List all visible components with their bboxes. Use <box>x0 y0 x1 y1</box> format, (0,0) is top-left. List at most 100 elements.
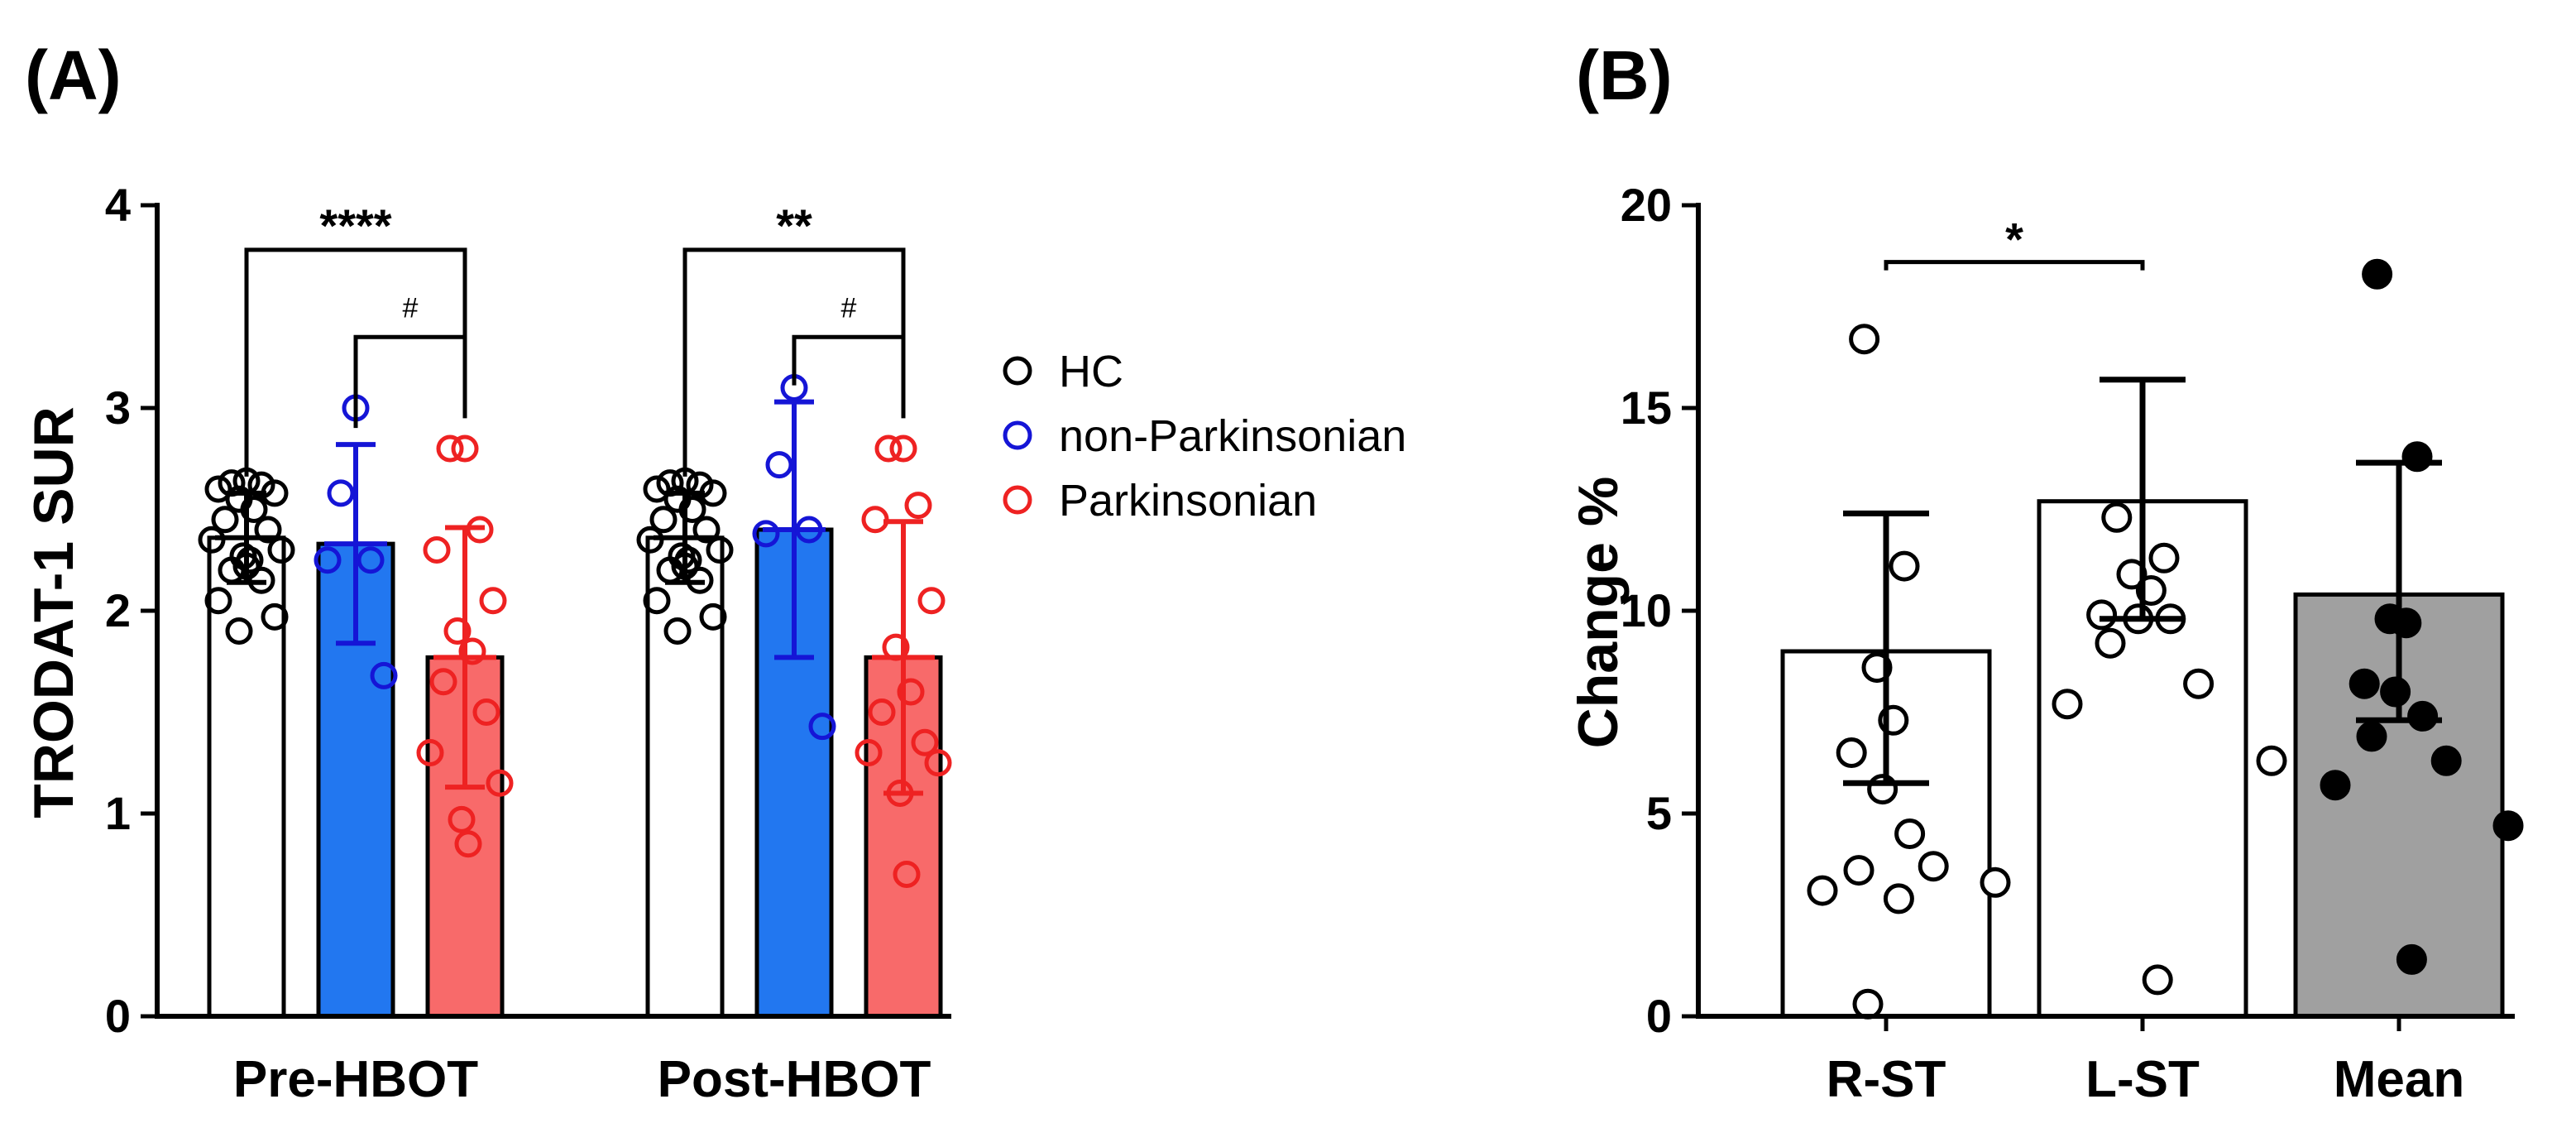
panel-a-data-point <box>486 769 514 797</box>
panel-a-legend-label: non-Parkinsonian <box>1059 411 1406 461</box>
panel-a-y-tick-label: 4 <box>105 179 131 231</box>
panel-a-data-point <box>886 780 914 807</box>
panel-b: (B) Change % 0 5 10 15 20 * R-ST L-ST Mean <box>1567 36 2524 1108</box>
panel-b-y-tick-label: 10 <box>1621 584 1672 636</box>
panel-a-data-point <box>656 469 684 497</box>
panel-b-category-labels: R-ST L-ST Mean <box>1827 1051 2465 1108</box>
panel-a-data-point <box>451 434 479 463</box>
panel-b-y-tick-label: 0 <box>1646 990 1672 1042</box>
panel-a-data-point <box>479 587 507 615</box>
panel-a-data-point <box>911 728 939 756</box>
panel-b-y-tick-label: 20 <box>1621 179 1672 231</box>
panel-b-y-tick-label: 5 <box>1646 787 1672 839</box>
panel-a-data-point <box>204 587 232 615</box>
panel-a-data-point <box>370 661 398 689</box>
panel-a-legend: HC non-Parkinsonian Parkinsonian <box>1003 347 1406 526</box>
panel-a-data-point <box>211 506 239 534</box>
panel-b-significance-bracket <box>1884 260 2145 271</box>
panel-b-data-point <box>2095 627 2126 659</box>
panel-a-data-point <box>686 471 714 499</box>
panel-a-data-point <box>699 602 727 631</box>
panel-b-data-point <box>2256 745 2287 776</box>
panel-a-data-point <box>671 552 699 580</box>
panel-a-significance: **** # ** # <box>244 199 906 477</box>
panel-a-data-point <box>706 536 734 564</box>
panel-a-significance-bracket <box>792 334 906 419</box>
panel-a-data-point <box>636 526 664 554</box>
panel-a-significance-label: # <box>403 292 419 324</box>
panel-a-significance-label: **** <box>319 199 391 252</box>
panel-b-data-point <box>1867 774 1898 805</box>
panel-b-label: (B) <box>1576 36 1673 114</box>
panel-a: (A) TRODAT-1 SUR 0 1 2 3 4 **** # ** # Pre-HBOT… <box>22 36 1406 1108</box>
panel-b-axes <box>1696 203 2515 1031</box>
panel-a-significance-bracket <box>353 334 467 429</box>
panel-a-data-point <box>218 469 246 497</box>
panel-a-data-point <box>416 739 444 766</box>
panel-a-data-point <box>904 492 932 520</box>
panel-a-data-point <box>429 668 457 696</box>
panel-a-y-ticks: 0 1 2 3 4 <box>105 179 157 1042</box>
panel-a-data-point <box>225 617 253 645</box>
panel-a-data-point <box>649 506 678 534</box>
panel-a-data-point <box>861 506 889 534</box>
panel-b-data-point <box>1843 855 1875 886</box>
panel-b-data-point <box>2142 964 2173 996</box>
panel-b-significance: * <box>1884 214 2145 271</box>
panel-a-data-point <box>917 587 946 615</box>
panel-b-data-point <box>2380 676 2411 708</box>
panel-b-data-point <box>1836 737 1867 768</box>
panel-a-data-point <box>874 434 903 463</box>
panel-b-significance-label: * <box>2005 214 2023 266</box>
panel-a-bar <box>207 535 286 1019</box>
panel-a-data-point <box>678 496 706 523</box>
panel-a-data-point <box>254 516 282 544</box>
panel-b-data-point <box>2148 542 2180 574</box>
panel-b-y-ticks: 0 5 10 15 20 <box>1621 179 1698 1042</box>
panel-b-points <box>1807 258 2524 1020</box>
panel-a-label: (A) <box>25 36 122 114</box>
panel-b-data-point <box>2183 668 2214 699</box>
panel-b-category-label: R-ST <box>1827 1051 1946 1108</box>
panel-b-data-point <box>2407 700 2439 732</box>
panel-a-data-point <box>752 520 780 548</box>
panel-a-y-tick-label: 1 <box>105 787 131 839</box>
panel-a-data-point <box>232 552 261 580</box>
panel-a-bar <box>645 535 725 1019</box>
panel-b-data-point <box>2362 258 2393 290</box>
panel-a-data-point <box>795 516 823 544</box>
panel-b-data-point <box>2356 721 2387 752</box>
panel-a-group-label: Post-HBOT <box>658 1051 931 1108</box>
panel-a-data-point <box>808 713 836 741</box>
panel-b-data-point <box>1894 818 1926 849</box>
panel-a-legend-label: HC <box>1059 347 1123 396</box>
panel-a-data-point <box>663 617 692 645</box>
panel-a-data-point <box>692 516 721 544</box>
panel-b-data-point <box>1807 875 1838 906</box>
panel-a-significance-bracket <box>682 247 906 477</box>
panel-a-data-point <box>882 633 910 661</box>
panel-a-data-point <box>423 536 451 564</box>
panel-b-data-point <box>1980 866 2011 898</box>
panel-a-data-point <box>686 566 714 594</box>
panel-a-data-point <box>458 637 486 665</box>
panel-a-data-point <box>893 861 921 888</box>
panel-b-data-point <box>2052 689 2083 720</box>
panel-a-data-point <box>924 749 952 777</box>
panel-a-category-labels: Pre-HBOT Post-HBOT <box>233 1051 931 1108</box>
panel-a-legend-marker <box>1003 420 1032 450</box>
panel-b-error-bars <box>1843 377 2442 786</box>
panel-b-y-axis-title: Change % <box>1567 477 1630 749</box>
panel-b-data-point <box>2349 668 2380 699</box>
panel-a-data-point <box>247 566 275 594</box>
panel-a-data-point <box>699 479 727 507</box>
panel-a-data-point <box>436 434 464 463</box>
panel-a-y-tick-label: 2 <box>105 584 131 636</box>
panel-a-data-point <box>765 451 793 479</box>
panel-b-data-point <box>1883 883 1914 914</box>
panel-a-y-axis-title: TRODAT-1 SUR <box>22 406 85 818</box>
panel-a-axes <box>155 203 951 1019</box>
panel-b-data-point <box>1918 851 1949 882</box>
panel-a-data-point <box>643 587 671 615</box>
